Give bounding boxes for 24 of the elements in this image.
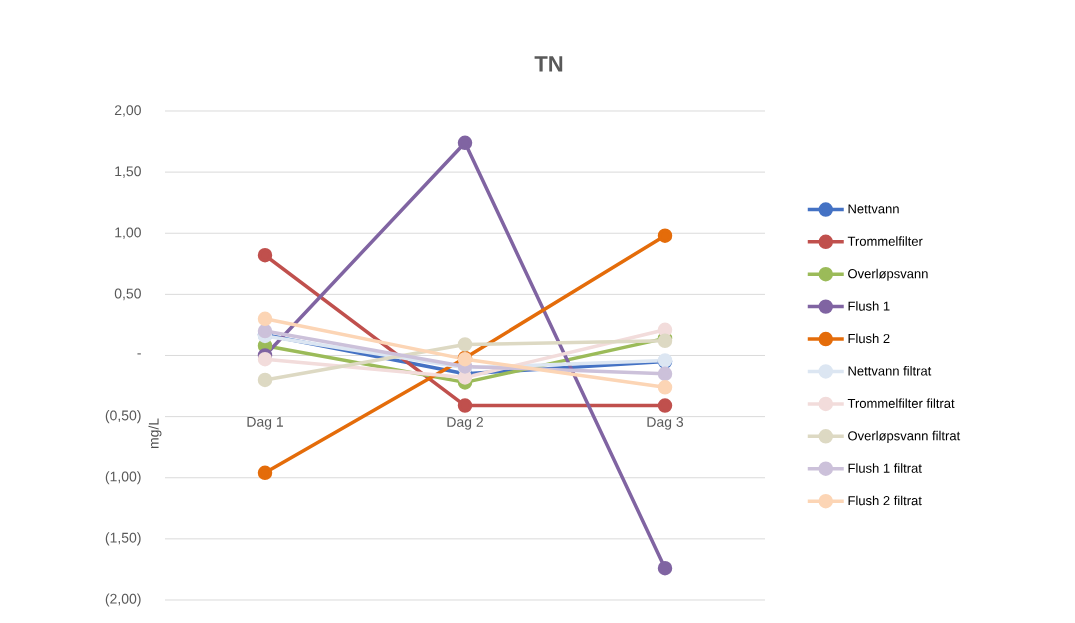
x-tick-label: Dag 1 [247,417,283,430]
y-tick-label: 1,50 [115,166,141,178]
y-tick-label: - [137,353,141,355]
y-tick-label: 1,00 [115,227,141,240]
legend-label: Trommelfilter [847,236,923,246]
legend-label: Trommelfilter filtrat [847,398,955,408]
legend-label: Flush 1 [848,301,890,311]
legend-label: Flush 2 filtrat [848,495,922,506]
y-tick-label: (2,00) [105,593,141,607]
chart-title: TN [534,56,563,72]
y-tick-label: (1,50) [105,532,141,546]
y-tick-label: 2,00 [114,105,141,117]
y-axis-title: mg/L [148,418,162,449]
x-tick-label: Dag 3 [647,417,684,430]
legend-label: Overløpsvann filtrat [848,430,961,443]
legend-label: Nettvann filtrat [848,366,932,376]
legend-label: Nettvann [848,204,899,214]
y-tick-label: (0,50) [105,410,141,424]
y-tick-label: (1,00) [105,471,141,485]
y-tick-label: 0,50 [114,288,141,301]
legend-label: Overløpsvann [848,268,928,281]
legend-label: Flush 2 [848,333,890,344]
legend-label: Flush 1 filtrat [848,463,922,473]
x-tick-label: Dag 2 [447,417,483,430]
